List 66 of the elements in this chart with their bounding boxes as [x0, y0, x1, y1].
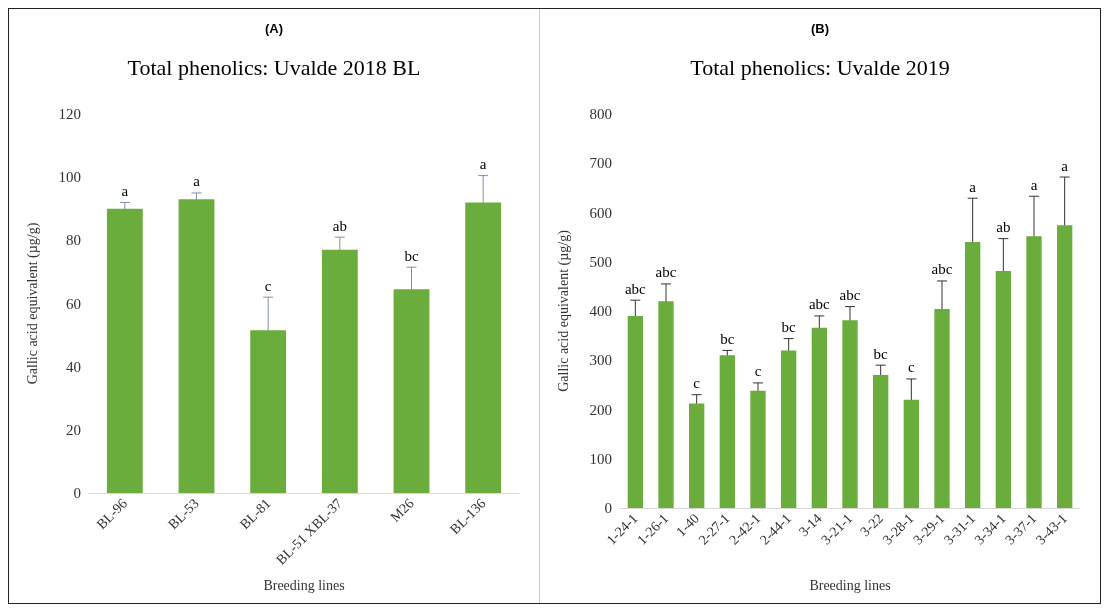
- annotation: abc: [624, 280, 647, 297]
- annotation: abc: [808, 296, 831, 313]
- annotation: a: [121, 182, 129, 199]
- y-tick-label: 300: [589, 352, 612, 369]
- bar: [1057, 225, 1073, 508]
- annotation: a: [1061, 157, 1069, 174]
- annotation: abc: [931, 261, 953, 278]
- x-axis-title: Breeding lines: [263, 577, 345, 593]
- bar: [178, 199, 215, 493]
- bar: [393, 289, 430, 493]
- bar: [658, 301, 674, 508]
- annotation: bc: [404, 247, 419, 264]
- annotation: bc: [720, 330, 735, 347]
- y-tick-label: 400: [589, 303, 612, 319]
- annotation: c: [264, 277, 272, 294]
- annotation: abc: [655, 264, 677, 281]
- bar: [873, 375, 889, 508]
- bar: [719, 355, 735, 508]
- y-tick-label: 20: [66, 421, 81, 438]
- bar: [250, 330, 287, 493]
- y-tick-label: 120: [58, 106, 81, 122]
- bar: [1026, 236, 1042, 508]
- y-tick-label: 200: [589, 401, 612, 418]
- annotation: bc: [781, 319, 797, 336]
- annotation: ab: [332, 217, 347, 234]
- chart-title: Total phenolics: Uvalde 2019: [690, 54, 950, 80]
- bar: [689, 403, 705, 508]
- annotation: a: [193, 173, 201, 190]
- y-tick-label: 700: [589, 155, 612, 172]
- y-tick-label: 600: [589, 204, 612, 221]
- y-tick-label: 0: [73, 485, 81, 501]
- y-tick-label: 80: [66, 232, 81, 249]
- annotation: a: [969, 178, 977, 195]
- x-axis-title: Breeding lines: [809, 577, 891, 593]
- bar: [321, 249, 358, 493]
- annotation: a: [1030, 176, 1038, 193]
- y-tick-label: 100: [589, 450, 612, 467]
- bar: [934, 309, 950, 508]
- chart-title: Total phenolics: Uvalde 2018 BL: [127, 54, 421, 80]
- bar: [903, 399, 919, 508]
- annotation: ab: [996, 219, 1011, 236]
- annotation: c: [908, 359, 915, 376]
- bar: [750, 390, 766, 508]
- bar: [465, 202, 502, 493]
- y-axis-title: Gallic acid equivalent (µg/g): [555, 229, 572, 392]
- y-tick-label: 40: [66, 358, 81, 375]
- annotation: a: [479, 156, 487, 173]
- bar: [965, 242, 981, 508]
- chart-subtitle: (B): [810, 21, 830, 36]
- annotation: c: [754, 363, 762, 380]
- bar: [781, 350, 797, 508]
- annotation: c: [693, 375, 701, 392]
- bar: [811, 327, 827, 508]
- y-tick-label: 500: [589, 253, 612, 270]
- annotation: bc: [873, 345, 889, 362]
- chart-subtitle: (A): [264, 21, 284, 36]
- y-tick-label: 800: [589, 106, 612, 122]
- bar: [627, 315, 643, 508]
- bar: [106, 208, 143, 493]
- y-tick-label: 0: [604, 500, 612, 516]
- y-tick-label: 100: [58, 169, 81, 186]
- y-axis-title: Gallic acid equivalent (µg/g): [24, 222, 41, 385]
- bar: [842, 320, 858, 508]
- annotation: abc: [839, 287, 861, 304]
- y-tick-label: 60: [66, 295, 81, 312]
- bar: [995, 271, 1011, 508]
